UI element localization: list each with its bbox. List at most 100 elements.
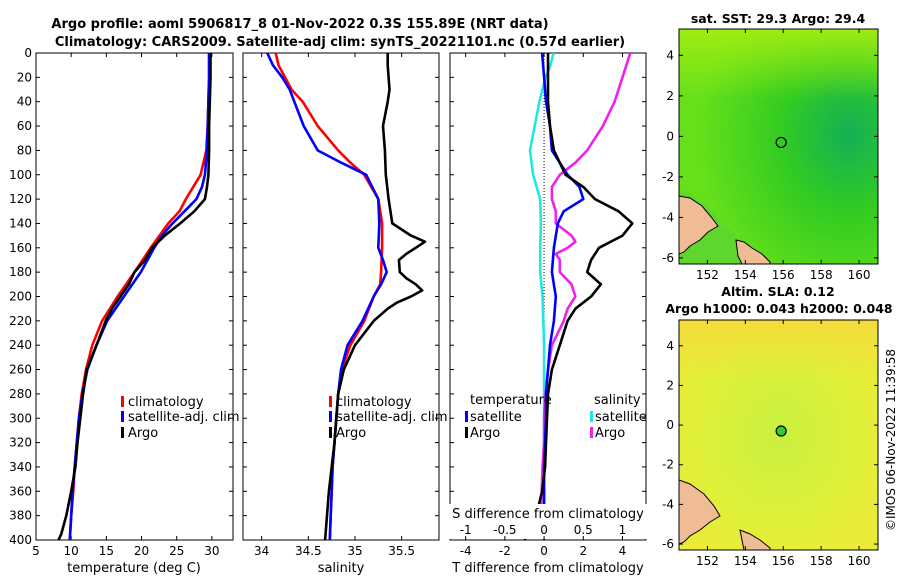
legend-label-temp-satellite: satellite: [470, 410, 522, 425]
difference-ticks: -4 -2 0 2 4: [450, 52, 646, 558]
lat-tick-label: -6: [662, 537, 674, 551]
legend-swatch-sal-argo: [590, 427, 593, 438]
land-new-britain: [679, 195, 719, 255]
difference-legend: temperature satellite Argo salinity sate…: [465, 393, 647, 441]
lat-tick-label: -4: [662, 210, 674, 224]
legend-label-satellite: satellite-adj. clim: [128, 410, 240, 425]
lat-tick-label: 0: [666, 418, 674, 432]
lat-tick-label: 0: [666, 129, 674, 143]
lon-tick-label: 152: [696, 268, 719, 282]
legend-label-satellite: satellite-adj. clim: [336, 410, 448, 425]
x-tick-label: -2: [499, 544, 511, 558]
lon-tick-label: 152: [696, 554, 719, 568]
s-difference-label: S difference from climatology: [452, 507, 644, 522]
s-tick-label: 1: [619, 523, 627, 537]
sla-map-panel: Altim. SLA: 0.12 Argo h1000: 0.043 h2000…: [662, 284, 893, 568]
x-tick-label: 34.5: [295, 544, 322, 558]
x-tick-label: 10: [64, 544, 79, 558]
x-tick-label: 0: [540, 544, 548, 558]
y-tick-label: 100: [9, 168, 32, 182]
lat-tick-label: 2: [666, 89, 674, 103]
x-tick-label: 15: [99, 544, 114, 558]
sst-map-ticks: 152 154 156 158 160 -6 -4 -2 0 2 4: [662, 29, 878, 282]
temperature-legend: climatology satellite-adj. clim Argo: [121, 395, 240, 441]
y-tick-label: 80: [17, 143, 32, 157]
x-tick-label: 34: [254, 544, 269, 558]
lon-tick-label: 154: [734, 554, 757, 568]
sla-map-title: Altim. SLA: 0.12: [721, 284, 834, 299]
legend-title-temperature: temperature: [470, 393, 552, 408]
sla-map-ticks: 152 154 156 158 160 -6 -4 -2 0 2 4: [662, 320, 878, 568]
difference-axes-frame: [449, 52, 647, 541]
legend-label-sal-argo: Argo: [595, 426, 625, 441]
legend-swatch-temp-argo: [465, 427, 468, 438]
lat-tick-label: -4: [662, 497, 674, 511]
salinity-lines: [266, 53, 427, 540]
y-tick-label: 320: [9, 436, 32, 450]
difference-panel: -4 -2 0 2 4 T difference from climatology S …: [449, 52, 647, 576]
y-tick-label: 180: [9, 265, 32, 279]
argo-temperature-line: [57, 53, 212, 540]
y-tick-label: 40: [17, 95, 32, 109]
sla-map-frame: [678, 319, 879, 551]
temperature-panel: 5 10 15 20 25 3002040608010012014016018020022…: [9, 46, 240, 576]
legend-swatch-climatology: [121, 396, 124, 407]
legend-swatch-sal-satellite: [590, 411, 593, 422]
legend-label-temp-argo: Argo: [470, 426, 500, 441]
credit-stamp: ©IMOS 06-Nov-2022 11:39:58: [884, 349, 898, 531]
salinity-legend: climatology satellite-adj. clim Argo: [329, 395, 448, 441]
y-tick-label: 360: [9, 484, 32, 498]
lat-tick-label: -6: [662, 251, 674, 265]
x-tick-label: 20: [134, 544, 149, 558]
y-tick-label: 20: [17, 70, 32, 84]
x-tick-label: 4: [619, 544, 627, 558]
legend-swatch-satellite: [329, 411, 332, 422]
argo-salinity-difference-line: [538, 53, 632, 540]
s-tick-label: 0: [540, 523, 548, 537]
y-tick-label: 140: [9, 216, 32, 230]
land-bougainville: [739, 529, 771, 550]
y-tick-label: 280: [9, 387, 32, 401]
legend-label-sal-satellite: satellite: [595, 410, 647, 425]
legend-title-salinity: salinity: [594, 393, 641, 408]
s-difference-ticks: -1 -0.5 0 0.5 1: [460, 523, 627, 540]
lon-tick-label: 156: [772, 554, 795, 568]
y-tick-label: 340: [9, 460, 32, 474]
y-tick-label: 260: [9, 363, 32, 377]
sla-map-field: [679, 320, 878, 550]
lat-tick-label: -2: [662, 458, 674, 472]
y-tick-label: 220: [9, 314, 32, 328]
legend-label-argo: Argo: [128, 426, 158, 441]
lon-tick-label: 156: [772, 268, 795, 282]
sla-map-subtitle: Argo h1000: 0.043 h2000: 0.048: [665, 301, 892, 316]
legend-label-climatology: climatology: [336, 395, 412, 410]
temperature-lines: [57, 53, 212, 540]
x-tick-label: 35.5: [388, 544, 415, 558]
y-tick-label: 0: [24, 46, 32, 60]
figure-title-line1: Argo profile: aoml 5906817_8 01-Nov-2022…: [51, 17, 548, 32]
temperature-xlabel: temperature (deg C): [67, 561, 201, 576]
legend-swatch-satellite: [121, 411, 124, 422]
argo-position-marker: [775, 425, 787, 437]
y-tick-label: 380: [9, 509, 32, 523]
argo-salinity-line: [323, 53, 427, 540]
s-tick-label: -1: [460, 523, 472, 537]
figure-title-line2: Climatology: CARS2009. Satellite-adj cli…: [55, 35, 625, 50]
y-tick-label: 160: [9, 241, 32, 255]
salinity-xlabel: salinity: [318, 561, 365, 576]
temperature-axes-frame: [35, 52, 234, 541]
legend-swatch-temp-satellite: [465, 411, 468, 422]
argo-position-marker: [775, 136, 787, 149]
lon-tick-label: 158: [810, 554, 833, 568]
sst-map-field: [679, 29, 878, 264]
sst-map-title: sat. SST: 29.3 Argo: 29.4: [691, 11, 866, 26]
y-tick-label: 60: [17, 119, 32, 133]
salinity-panel: 34 34.5 35 35.5 salinity climatology satell…: [242, 52, 448, 576]
x-tick-label: 35: [347, 544, 362, 558]
lat-tick-label: -2: [662, 170, 674, 184]
land-new-britain: [679, 479, 721, 545]
y-tick-label: 240: [9, 338, 32, 352]
y-tick-label: 300: [9, 411, 32, 425]
lon-tick-label: 160: [848, 554, 871, 568]
x-tick-label: 30: [204, 544, 219, 558]
